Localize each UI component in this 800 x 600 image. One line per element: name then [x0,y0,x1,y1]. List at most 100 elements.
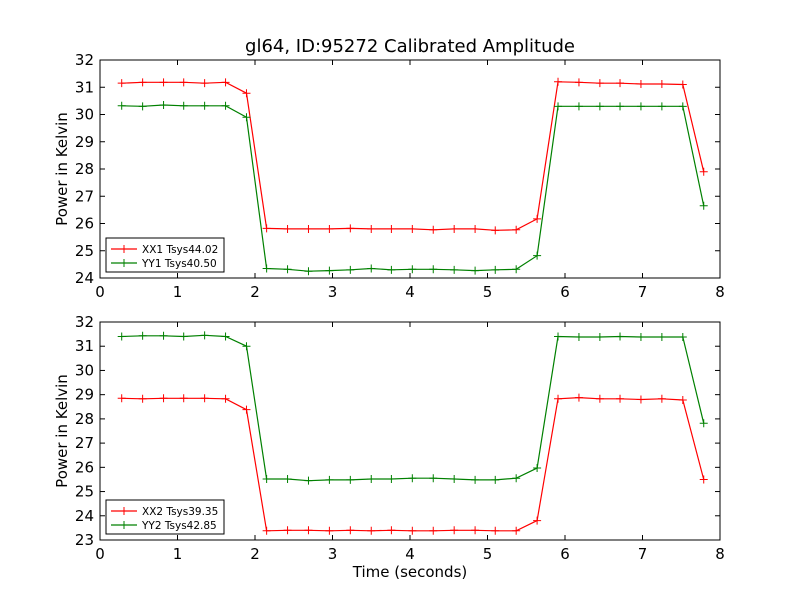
data-point [636,102,645,111]
data-point [574,333,583,342]
x-tick-label: 4 [405,283,415,301]
y-tick-label: 31 [75,78,94,96]
y-tick-label: 26 [75,215,94,233]
x-axis-label: Time (seconds) [352,563,468,581]
data-point [533,214,542,223]
data-point [533,516,542,525]
legend-entry: YY1 Tsys40.50 [141,258,217,270]
data-point [408,526,417,535]
data-point [408,474,417,483]
data-point [367,474,376,483]
data-point [304,476,313,485]
y-axis-label: Power in Kelvin [53,112,71,226]
data-point [595,102,604,111]
data-point [429,265,438,274]
x-tick-label: 3 [328,283,338,301]
x-tick-label: 2 [250,545,260,563]
data-point [221,394,230,403]
data-point [574,78,583,87]
data-point [554,102,563,111]
legend-entry: XX2 Tsys39.35 [142,506,218,518]
data-point [450,265,459,274]
data-point [512,225,521,234]
data-point [242,89,251,98]
data-point [304,526,313,535]
y-tick-label: 24 [75,269,94,287]
data-point [346,475,355,484]
data-point [616,102,625,111]
data-point [512,265,521,274]
data-point [471,224,480,233]
data-point [117,332,126,341]
data-point [554,332,563,341]
x-tick-label: 5 [483,283,493,301]
data-point [636,395,645,404]
data-point [616,79,625,88]
data-point [408,224,417,233]
data-point [179,78,188,87]
data-point [262,264,271,273]
x-tick-label: 7 [638,545,648,563]
data-point [554,394,563,403]
y-tick-label: 26 [75,458,94,476]
data-point [678,395,687,404]
data-point [221,101,230,110]
data-point [657,79,666,88]
data-point [471,475,480,484]
data-point [138,102,147,111]
data-point [179,101,188,110]
data-point [699,419,708,428]
data-point [283,265,292,274]
x-tick-label: 6 [560,545,570,563]
data-point [595,333,604,342]
data-point [491,475,500,484]
y-tick-label: 31 [75,337,94,355]
data-point [678,80,687,89]
data-point [367,224,376,233]
data-point [117,394,126,403]
y-tick-label: 28 [75,160,94,178]
data-point [159,78,168,87]
data-point [450,474,459,483]
data-point [554,77,563,86]
y-tick-label: 28 [75,410,94,428]
x-tick-label: 0 [95,283,105,301]
data-point [533,251,542,260]
data-point [678,102,687,111]
data-point [221,332,230,341]
data-point [471,266,480,275]
y-tick-label: 32 [75,51,94,69]
subplot-1: 0 1 2 3 4 5 6 7 8 24 25 26 27 28 29 30 31 32 gl64, ID:9527… [53,36,725,301]
legend-box [105,237,225,273]
data-point [636,79,645,88]
data-point [574,102,583,111]
data-point [159,331,168,340]
legend-entry: XX1 Tsys44.02 [142,244,218,256]
data-point [346,224,355,233]
data-point [367,264,376,273]
data-point [657,394,666,403]
data-point [657,333,666,342]
x-tick-label: 5 [483,545,493,563]
data-point [262,224,271,233]
data-point [262,526,271,535]
x-tick-label: 6 [560,283,570,301]
data-point [699,201,708,210]
data-point [200,394,209,403]
data-point [636,333,645,342]
data-point [471,526,480,535]
data-point [179,394,188,403]
y-tick-label: 30 [75,361,94,379]
data-point [325,526,334,535]
data-point [387,474,396,483]
data-point [678,333,687,342]
y-tick-label: 29 [75,386,94,404]
x-tick-label: 7 [638,283,648,301]
data-point [367,526,376,535]
data-point [283,526,292,535]
data-point [325,475,334,484]
data-point [450,224,459,233]
legend-marker [120,521,128,529]
